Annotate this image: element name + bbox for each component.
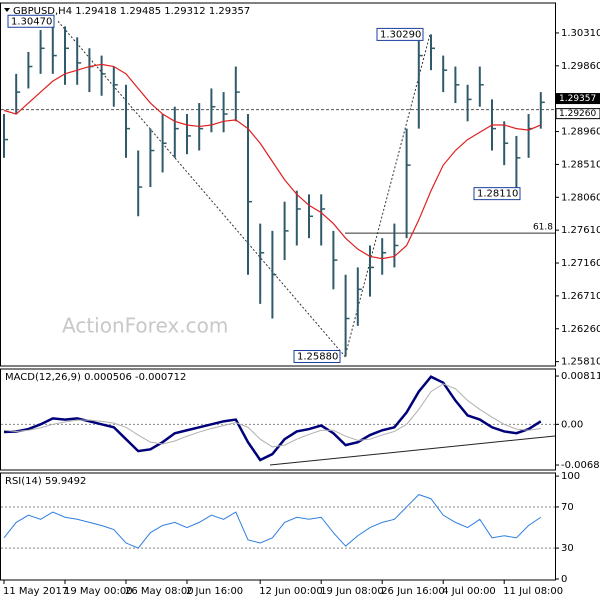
y-tick-label: 0.00 <box>561 419 583 430</box>
y-tick-label: 1.26260 <box>561 324 600 335</box>
price-label: 1.29357 <box>559 94 596 104</box>
y-tick-label: 1.29860 <box>561 61 600 72</box>
panel-title: MACD(12,26,9) 0.000506 -0.000712 <box>5 372 186 383</box>
macd-trend-line <box>269 435 556 466</box>
x-tick-label: 19 Jun 08:00 <box>320 586 384 597</box>
moving-average <box>3 63 542 260</box>
y-tick-label: 100 <box>561 471 580 482</box>
panel-title: GBPUSD,H4 1.29418 1.29485 1.29312 1.2935… <box>13 6 250 17</box>
rsi-line <box>3 494 542 549</box>
panel-frame <box>0 2 556 367</box>
title-marker <box>4 8 10 12</box>
y-tick-label: 1.28060 <box>561 192 600 203</box>
panel-frame <box>0 368 556 471</box>
watermark: ActionForex.com <box>62 314 228 338</box>
x-tick-label: 11 May 2017 <box>3 586 68 597</box>
y-tick-label: 1.28960 <box>561 127 600 138</box>
y-tick-label: 1.26710 <box>561 291 600 302</box>
x-tick-label: 26 May 08:00 <box>125 586 194 597</box>
price-label: 1.29260 <box>559 109 596 119</box>
price-label-box <box>555 108 600 120</box>
annotation-box <box>293 350 341 364</box>
y-tick-label: 70 <box>561 502 574 513</box>
annotation-box <box>7 14 55 28</box>
annotation-label: 1.28110 <box>477 189 518 200</box>
y-tick-label: 1.30310 <box>561 28 600 39</box>
y-tick-label: 30 <box>561 543 574 554</box>
x-tick-label: 11 Jul 08:00 <box>503 586 563 597</box>
annotation-label: 1.30470 <box>11 16 52 27</box>
y-tick-label: -0.006844 <box>561 460 600 471</box>
annotation-box <box>376 27 424 41</box>
x-tick-label: 2 Jun 16:00 <box>186 586 243 597</box>
annotation-label: 1.30290 <box>380 29 421 40</box>
price-label-box <box>555 93 600 105</box>
y-tick-label: 1.27160 <box>561 258 600 269</box>
x-tick-label: 19 May 00:00 <box>64 586 133 597</box>
y-tick-label: 0.008118 <box>561 371 600 382</box>
fib-label: 61.8 <box>533 223 553 233</box>
x-tick-label: 26 Jun 16:00 <box>381 586 445 597</box>
panel-title: RSI(14) 59.9492 <box>5 476 86 487</box>
panel-frame <box>0 472 556 581</box>
y-tick-label: 0 <box>561 574 567 585</box>
signal-line <box>3 383 541 448</box>
y-tick-label: 1.28510 <box>561 159 600 170</box>
y-tick-label: 1.25810 <box>561 357 600 368</box>
annotation-box <box>473 187 521 201</box>
annotation-label: 1.25880 <box>297 352 338 363</box>
y-tick-label: 1.27610 <box>561 225 600 236</box>
macd-line <box>3 375 542 462</box>
x-tick-label: 12 Jun 00:00 <box>259 586 323 597</box>
x-tick-label: 4 Jul 00:00 <box>442 586 496 597</box>
